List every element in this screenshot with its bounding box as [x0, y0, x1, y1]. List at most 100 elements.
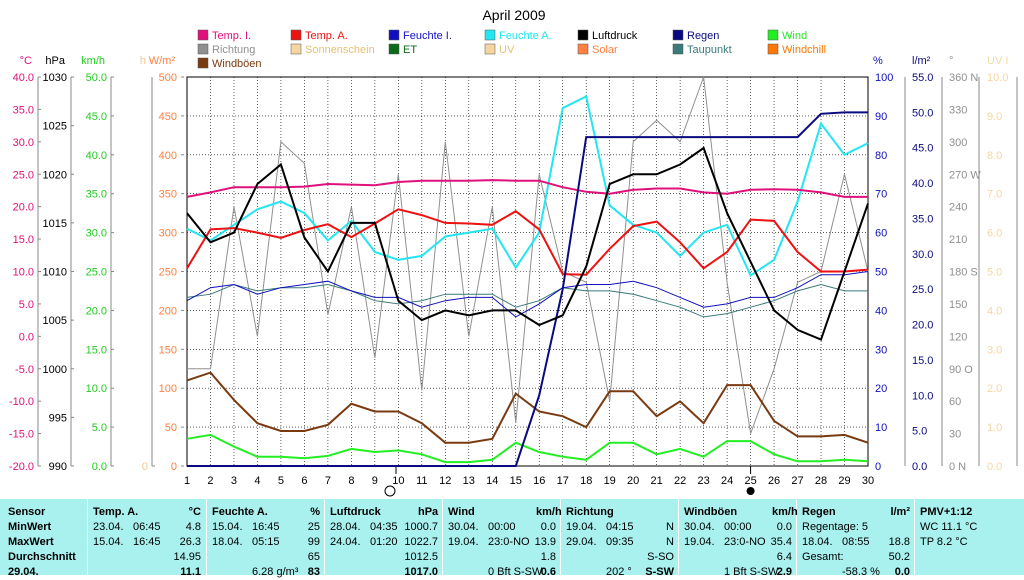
- axis-tick-right: 55.0: [912, 72, 933, 84]
- axis-tick-right: 50.0: [912, 107, 933, 119]
- axis-tick-left: 300: [159, 228, 177, 240]
- axis-tick-left: 1020: [43, 169, 67, 181]
- axis-tick-right: 0.0: [912, 461, 927, 473]
- axis-tick-right: 7.0: [987, 189, 1002, 201]
- x-tick-label: 8: [348, 475, 354, 487]
- table-row: 1012.5: [0, 550, 1024, 565]
- axis-tick-left: 15.0: [86, 344, 107, 356]
- axis-tick-right: 150: [949, 299, 967, 311]
- table-cell-time: 00:00: [488, 521, 516, 533]
- weather-chart: April 2009 Temp. I. Temp. A. Feuchte I. Feuc…: [9, 7, 1018, 497]
- table-cell-value: N: [666, 521, 674, 533]
- table-column-divider: [678, 499, 679, 575]
- legend-swatch: [577, 43, 589, 55]
- table-cell-date: Regentage: 5: [802, 521, 869, 533]
- table-cell-value: 65: [307, 551, 320, 563]
- series-line-temp-i-: [186, 179, 868, 198]
- table-header-title: Windböen: [684, 506, 738, 518]
- axis-tick-left: 15.0: [13, 234, 34, 246]
- legend-swatch: [388, 29, 400, 41]
- axis-tick-right: 8.0: [987, 150, 1002, 162]
- axis-unit-left: W/m²: [149, 55, 176, 67]
- table-cell-time: 04:35: [370, 521, 398, 533]
- axis-tick-left: 350: [159, 189, 177, 201]
- table-header-row: Wind km/h: [0, 505, 1024, 520]
- table-row: 15.04. 16:45 25: [0, 520, 1024, 535]
- axis-tick-right: 1.0: [987, 422, 1002, 434]
- table-row: 6.4: [0, 550, 1024, 565]
- x-tick-label: 17: [557, 475, 569, 487]
- table-cell-time: 05:15: [252, 536, 280, 548]
- table-header-title: Wind: [448, 506, 475, 518]
- axis-tick-right: 25.0: [912, 284, 933, 296]
- table-header-row: Feuchte A.%: [0, 505, 1024, 520]
- table-column-divider: [324, 499, 325, 575]
- series-line-richtung: [187, 76, 869, 434]
- axis-tick-left: 150: [159, 344, 177, 356]
- series-line-luftdruck: [186, 146, 869, 341]
- axis-tick-right: 180 S: [949, 267, 978, 279]
- x-tick-label: 27: [791, 475, 803, 487]
- axis-tick-right: 100: [875, 72, 893, 84]
- x-tick-label: 18: [580, 475, 592, 487]
- axis-tick-right: 60: [875, 228, 887, 240]
- axis-tick-left: 1015: [43, 218, 67, 230]
- series-line-feuchte-a-: [186, 95, 869, 277]
- table-cell-time: 06:45: [133, 521, 161, 533]
- axis-tick-left: 25.0: [13, 169, 34, 181]
- axis-tick-right: 330: [949, 104, 967, 116]
- table-column-divider: [442, 499, 443, 575]
- axis-tick-right: 90: [875, 111, 887, 123]
- axis-tick-right: 210: [949, 234, 967, 246]
- table-cell-value: N: [666, 536, 674, 548]
- axis-tick-right: 240: [949, 202, 967, 214]
- x-tick-label: 15: [510, 475, 522, 487]
- table-header-title: PMV+1:12: [920, 506, 973, 518]
- x-tick-label: 28: [815, 475, 827, 487]
- table-cell-date: 23.04.: [93, 521, 124, 533]
- statistics-table: Sensor MinWert MaxWert Durchschnitt 29.04. Te…: [0, 499, 1024, 578]
- legend-label: Regen: [687, 30, 719, 42]
- x-tick-label: 11: [416, 475, 427, 487]
- axis-unit-left: °C: [20, 55, 32, 67]
- table-row: MaxWert: [0, 535, 1024, 550]
- table-cell-date: 18.04.: [212, 536, 243, 548]
- table-row: Durchschnitt: [0, 550, 1024, 565]
- series-line-regen: [187, 111, 868, 467]
- table-row: 28.04. 04:35 1000.7: [0, 520, 1024, 535]
- axis-tick-right: 5.0: [912, 426, 927, 438]
- table-row: 19.04. 04:15 N: [0, 520, 1024, 535]
- x-tick-label: 3: [231, 475, 237, 487]
- table-row: 14.95: [0, 550, 1024, 565]
- axis-tick-left: 35.0: [13, 104, 34, 116]
- legend-label: Feuchte I.: [403, 30, 452, 42]
- axis-unit-left: h: [140, 55, 146, 67]
- legend-swatch: [484, 29, 496, 41]
- table-row: 30.04. 00:00 0.0: [0, 520, 1024, 535]
- table-cell-time: 08:55: [842, 536, 870, 548]
- axis-tick-left: 20.0: [13, 202, 34, 214]
- table-header-title: Sensor: [8, 506, 46, 518]
- axis-tick-right: 40.0: [912, 178, 933, 190]
- table-cell-date: Gesamt:: [802, 551, 844, 563]
- table-row: WC 11.1 °C: [0, 520, 1024, 535]
- table-column-divider: [206, 499, 207, 575]
- axis-tick-left: 100: [159, 383, 177, 395]
- legend-swatch: [197, 57, 209, 69]
- table-header-unit: km/h: [772, 506, 798, 518]
- legend-swatch: [290, 29, 302, 41]
- legend-swatch: [767, 29, 779, 41]
- axis-tick-left: 30.0: [13, 137, 34, 149]
- series-line-windb-en: [186, 371, 869, 444]
- axis-tick-left: 40.0: [86, 150, 107, 162]
- table-cell-value: 1000.7: [404, 521, 438, 533]
- table-cell-value: 18.8: [888, 536, 910, 548]
- x-tick-label: 19: [604, 475, 616, 487]
- full-moon-icon: [384, 485, 396, 497]
- table-header-row: Regen l/m²: [0, 505, 1024, 520]
- axis-tick-left: -20.0: [9, 461, 34, 473]
- axis-tick-left: 1025: [43, 121, 67, 133]
- table-cell-time: 16:45: [252, 521, 280, 533]
- axis-tick-left: 990: [49, 461, 67, 473]
- axis-tick-left: 250: [159, 267, 177, 279]
